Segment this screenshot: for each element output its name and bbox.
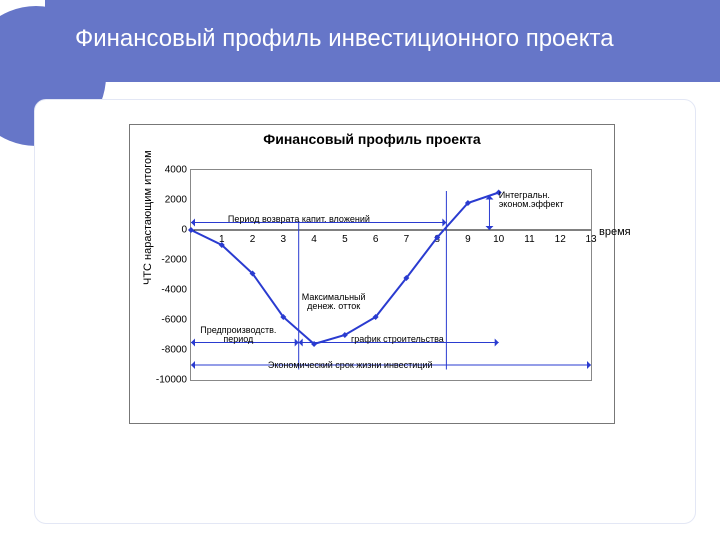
- y-tick: -8000: [147, 345, 187, 356]
- content-frame: Финансовый профиль проекта 400020000-200…: [34, 99, 696, 524]
- annotation-max-outflow: Максимальный денеж. отток: [302, 293, 366, 312]
- slide-title: Финансовый профиль инвестиционного проек…: [75, 25, 614, 54]
- divider: [0, 78, 720, 82]
- annotation-construction: график строительства: [351, 335, 444, 344]
- chart-title: Финансовый профиль проекта: [130, 125, 614, 147]
- y-tick: -6000: [147, 315, 187, 326]
- y-tick: -10000: [147, 375, 187, 386]
- annotation-integral-effect: Интегральн.эконом.эффект: [499, 191, 564, 210]
- slide: Финансовый профиль инвестиционного проек…: [0, 0, 720, 540]
- annotation-preprod: Предпроизводств. период: [200, 326, 276, 345]
- y-tick: -4000: [147, 285, 187, 296]
- annotation-economic-life: Экономический срок жизни инвестиций: [268, 361, 433, 370]
- annotation-period-return: Период возврата капит. вложений: [228, 215, 370, 224]
- title-band: Финансовый профиль инвестиционного проек…: [45, 0, 720, 78]
- plot-area: 400020000-2000-4000-6000-8000-10000 1234…: [190, 169, 592, 381]
- chart-container: Финансовый профиль проекта 400020000-200…: [129, 124, 615, 424]
- x-axis-label: время: [595, 226, 631, 238]
- y-axis-label: ЧТС нарастающим итогом: [142, 150, 154, 285]
